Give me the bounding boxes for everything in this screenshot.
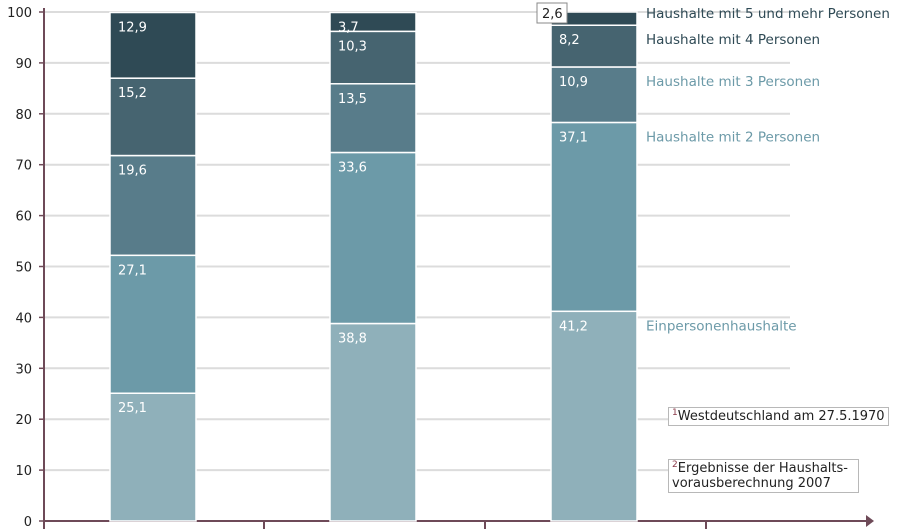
legend-label: Haushalte mit 5 und mehr Personen bbox=[646, 6, 890, 22]
footnote-2: 2Ergebnisse der Haushalts- vorausberechn… bbox=[668, 459, 859, 493]
data-label: 38,8 bbox=[338, 332, 367, 347]
bar-segment bbox=[329, 30, 417, 85]
data-label: 19,6 bbox=[118, 164, 147, 179]
data-label: 8,2 bbox=[559, 33, 580, 48]
legend-label: Haushalte mit 2 Personen bbox=[646, 129, 820, 145]
y-tick-label: 40 bbox=[15, 311, 32, 326]
data-label: 3,7 bbox=[338, 21, 359, 36]
bar-segment bbox=[109, 254, 197, 394]
data-label: 27,1 bbox=[118, 263, 147, 278]
y-tick-label: 90 bbox=[15, 57, 32, 72]
y-tick-label: 0 bbox=[24, 515, 32, 529]
bar-segment bbox=[550, 310, 638, 522]
legend-label: Haushalte mit 3 Personen bbox=[646, 74, 820, 90]
bar-segment bbox=[329, 322, 417, 522]
bar-segment bbox=[550, 121, 638, 313]
y-tick-label: 80 bbox=[15, 108, 32, 123]
bar-segment bbox=[329, 83, 417, 154]
legend-label: Haushalte mit 4 Personen bbox=[646, 32, 820, 48]
footnote-2-mark: 2 bbox=[672, 460, 678, 470]
bar-segment bbox=[329, 11, 417, 33]
bar-segment bbox=[550, 24, 638, 68]
data-label: 13,5 bbox=[338, 92, 367, 107]
bar-segment bbox=[109, 392, 197, 522]
y-tick-label: 100 bbox=[7, 6, 32, 21]
y-tick-label: 20 bbox=[15, 413, 32, 428]
data-label: 37,1 bbox=[559, 130, 588, 145]
footnote-2-text: Ergebnisse der Haushalts- vorausberechnu… bbox=[672, 461, 848, 491]
data-label: 10,9 bbox=[559, 75, 588, 90]
y-tick-label: 30 bbox=[15, 362, 32, 377]
data-label: 25,1 bbox=[118, 401, 147, 416]
y-tick-label: 70 bbox=[15, 159, 32, 174]
footnote-1-mark: 1 bbox=[672, 408, 678, 418]
legend-label: Einpersonenhaushalte bbox=[646, 318, 797, 334]
footnote-1: 1Westdeutschland am 27.5.1970 bbox=[668, 407, 889, 426]
data-label: 41,2 bbox=[559, 319, 588, 334]
data-label: 12,9 bbox=[118, 21, 147, 36]
data-label: 15,2 bbox=[118, 86, 147, 101]
y-tick-label: 10 bbox=[15, 464, 32, 479]
data-label: 10,3 bbox=[338, 39, 367, 54]
bar-segment bbox=[109, 11, 197, 79]
bar-segment bbox=[109, 77, 197, 157]
y-tick-label: 60 bbox=[15, 210, 32, 225]
y-tick-label: 50 bbox=[15, 261, 32, 276]
footnote-1-text: Westdeutschland am 27.5.1970 bbox=[677, 409, 885, 424]
bar-segment bbox=[109, 154, 197, 257]
bar-segment bbox=[329, 151, 417, 325]
data-label: 2,6 bbox=[542, 7, 563, 22]
data-label-callout bbox=[536, 2, 568, 24]
data-label: 33,6 bbox=[338, 160, 367, 175]
x-axis-arrow bbox=[866, 515, 874, 527]
